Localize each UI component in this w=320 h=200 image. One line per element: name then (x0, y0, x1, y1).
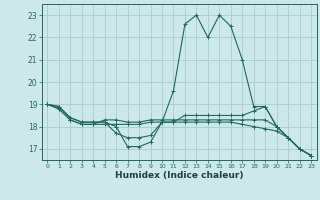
X-axis label: Humidex (Indice chaleur): Humidex (Indice chaleur) (115, 171, 244, 180)
